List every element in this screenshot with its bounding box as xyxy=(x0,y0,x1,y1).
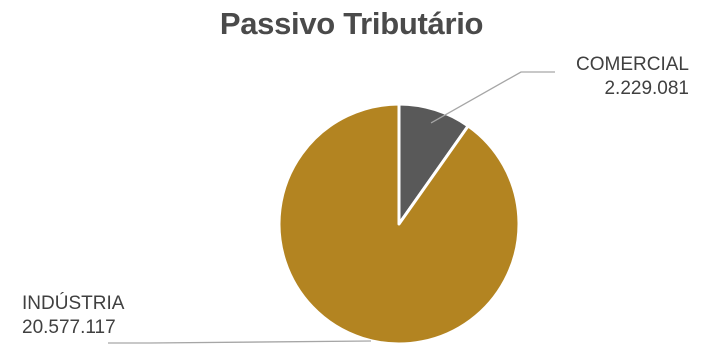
slice-label-comercial: COMERCIAL 2.229.081 xyxy=(576,53,689,101)
pie-slices xyxy=(277,102,521,344)
slice-category-industria: INDÚSTRIA xyxy=(22,293,125,314)
leader-line-industria xyxy=(108,340,372,344)
chart-title: Passivo Tributário xyxy=(219,6,484,41)
slice-category-comercial: COMERCIAL xyxy=(576,54,689,75)
slice-value-industria: 20.577.117 xyxy=(22,317,116,338)
leader-line-comercial xyxy=(430,71,555,124)
leader-lines xyxy=(108,71,555,344)
slice-label-industria: INDÚSTRIA 20.577.117 xyxy=(22,292,124,340)
pie-slice-industria xyxy=(277,102,521,344)
slice-value-comercial: 2.229.081 xyxy=(604,78,689,99)
